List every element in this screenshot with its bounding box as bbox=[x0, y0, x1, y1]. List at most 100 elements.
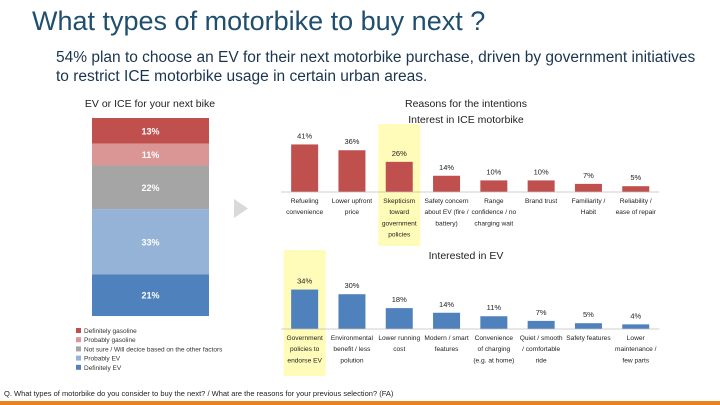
legend-entry: Definitely EV bbox=[84, 365, 122, 372]
category-label: Range bbox=[484, 198, 504, 205]
bar bbox=[338, 150, 366, 192]
category-label: maintenance / bbox=[615, 346, 657, 353]
bar-value-label: 30% bbox=[344, 281, 359, 290]
ice-chart-title: Interest in ICE motorbike bbox=[408, 114, 524, 126]
stacked-segment bbox=[92, 209, 209, 275]
stacked-segment bbox=[92, 165, 209, 210]
bar bbox=[433, 175, 461, 192]
bar-value-label: 7% bbox=[536, 308, 547, 317]
bar-value-label: 14% bbox=[439, 300, 454, 309]
stacked-segment-label: 22% bbox=[141, 183, 159, 193]
bar bbox=[433, 312, 461, 329]
bar bbox=[480, 180, 508, 192]
category-label: Lower running bbox=[378, 335, 420, 342]
category-label: Skepticism bbox=[383, 198, 415, 205]
legend-entry: Definitely gasoline bbox=[84, 328, 137, 335]
bar-value-label: 41% bbox=[297, 131, 312, 140]
bar bbox=[527, 320, 555, 329]
bar-value-label: 26% bbox=[392, 149, 407, 158]
category-label: (e.g. at home) bbox=[473, 357, 514, 364]
stacked-segment-label: 33% bbox=[141, 237, 159, 247]
category-label: / comfortable bbox=[522, 346, 560, 353]
category-label: Government bbox=[287, 335, 323, 342]
bar-value-label: 11% bbox=[487, 303, 502, 312]
stacked-segment bbox=[92, 143, 209, 166]
bar bbox=[527, 180, 555, 192]
stacked-chart-legend: Definitely gasoline Probably gasoline Not … bbox=[76, 328, 223, 372]
legend-entry: Probably gasoline bbox=[84, 337, 136, 344]
category-label: endorse EV bbox=[287, 357, 322, 364]
category-label: price bbox=[345, 209, 360, 216]
legend-entry: Not sure / Will decice based on the othe… bbox=[84, 346, 223, 353]
category-label: toward bbox=[389, 209, 409, 216]
reasons-title: Reasons for the intentions bbox=[405, 98, 527, 110]
bar bbox=[385, 308, 413, 329]
category-label: Environmental bbox=[331, 335, 374, 342]
bar-value-label: 4% bbox=[630, 311, 641, 320]
category-label: confidence / no bbox=[471, 209, 516, 216]
legend-entry: Probably EV bbox=[84, 356, 121, 363]
question-footnote: Q. What types of motorbike do you consid… bbox=[4, 389, 394, 398]
category-label: features bbox=[435, 346, 460, 353]
bar bbox=[291, 144, 319, 192]
category-label: charging wait bbox=[474, 220, 513, 227]
category-label: Reliability / bbox=[620, 198, 652, 205]
category-label: Safety features bbox=[566, 335, 611, 342]
bar bbox=[338, 294, 366, 329]
legend-swatch bbox=[76, 346, 81, 352]
category-label: benefit / less bbox=[333, 346, 371, 353]
category-label: government bbox=[382, 220, 417, 227]
category-label: Habit bbox=[581, 209, 597, 216]
ice-bar-chart: 41% Refueling convenience 36% Lower upfront p… bbox=[281, 124, 660, 246]
category-label: convenience bbox=[286, 209, 323, 216]
stacked-segment-label: 21% bbox=[141, 291, 159, 301]
bottom-accent-line bbox=[0, 401, 720, 405]
bar bbox=[480, 316, 508, 329]
arrow-right-icon bbox=[234, 199, 248, 218]
stacked-bar-chart: 13% 11% 22% 33% 21% bbox=[92, 118, 209, 316]
category-label: few parts bbox=[622, 357, 649, 364]
category-label: Modern / smart bbox=[424, 335, 469, 342]
stacked-chart-title: EV or ICE for your next bike bbox=[85, 98, 215, 110]
category-label: Familiarity / bbox=[572, 198, 606, 205]
category-label: Quiet / smooth bbox=[520, 335, 563, 342]
bar bbox=[622, 186, 650, 192]
category-label: Lower bbox=[627, 335, 646, 342]
stacked-segment-label: 13% bbox=[141, 126, 159, 136]
category-label: policies bbox=[388, 232, 411, 239]
legend-swatch bbox=[76, 364, 81, 370]
category-label: ease of repair bbox=[616, 209, 657, 216]
page-title: What types of motorbike to buy next ? bbox=[32, 6, 486, 36]
bar bbox=[291, 289, 319, 329]
category-label: Convenience bbox=[475, 335, 514, 342]
bar bbox=[574, 323, 602, 329]
legend-swatch bbox=[76, 328, 81, 333]
legend-swatch bbox=[76, 355, 81, 361]
ev-bar-chart: 34% Government policies to endorse EV 30% Env… bbox=[281, 250, 660, 376]
bar bbox=[385, 161, 413, 192]
category-label: policies to bbox=[290, 346, 320, 353]
bar-value-label: 10% bbox=[534, 167, 549, 176]
bar-value-label: 5% bbox=[630, 173, 641, 182]
legend-swatch bbox=[76, 337, 81, 343]
bar-value-label: 36% bbox=[344, 137, 359, 146]
category-label: Brand trust bbox=[525, 198, 557, 205]
bar-value-label: 5% bbox=[583, 310, 594, 319]
ev-chart-title: Interested in EV bbox=[429, 250, 504, 262]
bar bbox=[574, 183, 602, 192]
category-label: ride bbox=[536, 357, 547, 364]
category-label: Refueling bbox=[291, 198, 319, 205]
bar-value-label: 7% bbox=[583, 171, 594, 180]
category-label: Safety concern bbox=[425, 198, 469, 205]
stacked-segment bbox=[92, 274, 209, 316]
category-label: of charging bbox=[478, 346, 511, 353]
bar-value-label: 34% bbox=[297, 277, 312, 286]
bar-value-label: 18% bbox=[392, 295, 407, 304]
page-subtitle: 54% plan to choose an EV for their next … bbox=[56, 49, 696, 85]
bar-value-label: 10% bbox=[486, 167, 501, 176]
bar bbox=[622, 324, 650, 329]
category-label: Lower upfront bbox=[332, 198, 372, 205]
category-label: about EV (fire / bbox=[425, 209, 469, 216]
stacked-segment-label: 11% bbox=[142, 150, 160, 160]
